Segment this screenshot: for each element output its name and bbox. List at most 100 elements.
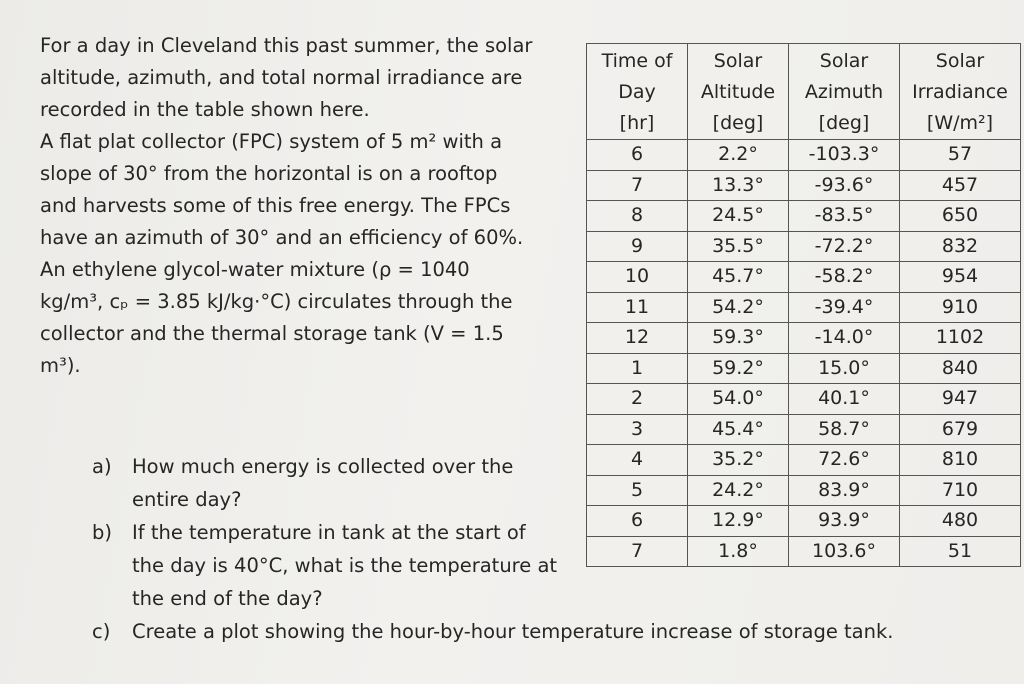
problem-line: A flat plat collector (FPC) system of 5 …: [40, 130, 503, 153]
table-cell: 8: [586, 200, 688, 232]
table-cell: 72.6°: [788, 444, 900, 476]
table-body: 6 2.2° -103.3° 57 7 13.3° -93.6° 457 8 24.5° -83.5…: [586, 139, 1021, 567]
table-cell: 840: [899, 352, 1021, 384]
header-time: Time of Day [hr]: [586, 43, 688, 140]
table-cell: -83.5°: [788, 200, 900, 232]
table-cell: 457: [899, 169, 1021, 201]
table-cell: -39.4°: [788, 291, 900, 323]
table-cell: -72.2°: [788, 230, 900, 262]
question-label: b): [92, 521, 112, 544]
header-line: [hr]: [619, 112, 655, 134]
table-cell: 6: [586, 505, 688, 537]
table-cell: 83.9°: [788, 474, 900, 506]
table-cell: 35.2°: [687, 444, 789, 476]
table-cell: 11: [586, 291, 688, 323]
problem-line: m³).: [40, 354, 81, 377]
table-cell: 832: [899, 230, 1021, 262]
table-cell: 7: [586, 169, 688, 201]
table-cell: 2.2°: [687, 139, 789, 171]
question-line: How much energy is collected over the: [132, 455, 514, 478]
table-cell: 45.4°: [687, 413, 789, 445]
problem-line: recorded in the table shown here.: [40, 98, 370, 121]
table-header-row: Time of Day [hr] Solar Altitude [deg] So…: [586, 43, 1021, 140]
header-line: Time of: [601, 50, 673, 72]
header-irradiance: Solar Irradiance [W/m²]: [899, 43, 1021, 140]
table-cell: 710: [899, 474, 1021, 506]
table-cell: 954: [899, 261, 1021, 293]
problem-line: An ethylene glycol-water mixture (ρ = 10…: [40, 258, 470, 281]
question-b: b) If the temperature in tank at the sta…: [92, 516, 952, 615]
table-cell: 2: [586, 383, 688, 415]
problem-line: slope of 30° from the horizontal is on a…: [40, 162, 498, 185]
header-line: Day: [618, 81, 656, 103]
table-cell: 59.3°: [687, 322, 789, 354]
table-cell: 947: [899, 383, 1021, 415]
solar-data-table: Time of Day [hr] Solar Altitude [deg] So…: [586, 43, 1021, 567]
table-cell: 480: [899, 505, 1021, 537]
table-cell: 679: [899, 413, 1021, 445]
questions: a) How much energy is collected over the…: [92, 450, 952, 648]
header-line: Azimuth: [804, 81, 884, 103]
table-cell: 93.9°: [788, 505, 900, 537]
table-cell: 1.8°: [687, 535, 789, 567]
question-c: c) Create a plot showing the hour-by-hou…: [92, 615, 952, 648]
table-row: 7 13.3° -93.6° 457: [586, 169, 1021, 201]
problem-line: and harvests some of this free energy. T…: [40, 194, 511, 217]
table-row: 11 54.2° -39.4° 910: [586, 291, 1021, 323]
table-cell: 10: [586, 261, 688, 293]
table-row: 7 1.8° 103.6° 51: [586, 535, 1021, 567]
table-cell: 13.3°: [687, 169, 789, 201]
table-cell: 24.2°: [687, 474, 789, 506]
header-line: [deg]: [712, 112, 764, 134]
table-row: 10 45.7° -58.2° 954: [586, 261, 1021, 293]
table-cell: 910: [899, 291, 1021, 323]
table-row: 6 12.9° 93.9° 480: [586, 505, 1021, 537]
problem-line: For a day in Cleveland this past summer,…: [40, 34, 533, 57]
question-a: a) How much energy is collected over the…: [92, 450, 952, 516]
header-line: Irradiance: [912, 81, 1008, 103]
table-cell: 57: [899, 139, 1021, 171]
table-cell: -93.6°: [788, 169, 900, 201]
header-line: [deg]: [818, 112, 870, 134]
header-line: Solar: [819, 50, 869, 72]
table-cell: 1: [586, 352, 688, 384]
table-cell: 9: [586, 230, 688, 262]
table-cell: 3: [586, 413, 688, 445]
table-cell: -14.0°: [788, 322, 900, 354]
header-altitude: Solar Altitude [deg]: [687, 43, 789, 140]
table-cell: 6: [586, 139, 688, 171]
question-line: the end of the day?: [132, 587, 323, 610]
table-cell: 58.7°: [788, 413, 900, 445]
header-azimuth: Solar Azimuth [deg]: [788, 43, 900, 140]
table-cell: 1102: [899, 322, 1021, 354]
table-row: 8 24.5° -83.5° 650: [586, 200, 1021, 232]
question-line: Create a plot showing the hour-by-hour t…: [132, 620, 894, 643]
table-cell: 12.9°: [687, 505, 789, 537]
table-cell: 5: [586, 474, 688, 506]
table-cell: 51: [899, 535, 1021, 567]
question-label: a): [92, 455, 112, 478]
table-cell: 15.0°: [788, 352, 900, 384]
problem-line: collector and the thermal storage tank (…: [40, 322, 504, 345]
table-cell: 54.0°: [687, 383, 789, 415]
table-cell: 35.5°: [687, 230, 789, 262]
table-cell: 45.7°: [687, 261, 789, 293]
table-row: 9 35.5° -72.2° 832: [586, 230, 1021, 262]
problem-statement: For a day in Cleveland this past summer,…: [40, 30, 580, 382]
problem-line: have an azimuth of 30° and an efficiency…: [40, 226, 524, 249]
question-line: If the temperature in tank at the start …: [132, 521, 526, 544]
table-cell: 54.2°: [687, 291, 789, 323]
table-cell: -103.3°: [788, 139, 900, 171]
table-cell: 650: [899, 200, 1021, 232]
table-cell: 103.6°: [788, 535, 900, 567]
question-label: c): [92, 620, 111, 643]
table-cell: 4: [586, 444, 688, 476]
question-line: entire day?: [132, 488, 242, 511]
question-line: the day is 40°C, what is the temperature…: [132, 554, 558, 577]
table-row: 3 45.4° 58.7° 679: [586, 413, 1021, 445]
table-row: 12 59.3° -14.0° 1102: [586, 322, 1021, 354]
table-cell: 40.1°: [788, 383, 900, 415]
problem-line: altitude, azimuth, and total normal irra…: [40, 66, 523, 89]
table-cell: 12: [586, 322, 688, 354]
problem-line: kg/m³, cₚ = 3.85 kJ/kg·°C) circulates th…: [40, 290, 513, 313]
